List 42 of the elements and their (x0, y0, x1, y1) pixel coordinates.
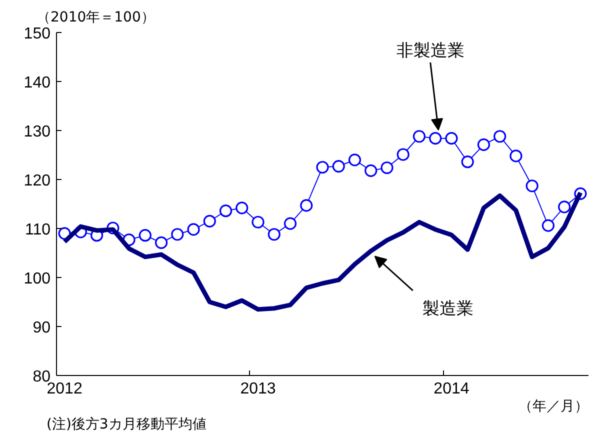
point (219, 204, 232, 218)
x-tick-label: 2014 (434, 380, 470, 398)
y-axis-title: （2010年＝100） (36, 10, 155, 26)
point (203, 214, 216, 228)
point (316, 160, 329, 174)
point (284, 217, 297, 230)
y-tick-label: 100 (24, 270, 51, 288)
text: (注)後方3カ月移動平均値 (46, 416, 206, 432)
y-tick-label: 90 (32, 320, 51, 336)
y-tick-label: 120 (24, 172, 51, 190)
x-tick-label: 2013 (240, 380, 276, 398)
x-tick-label: 2012 (46, 380, 82, 398)
point (412, 130, 426, 143)
point (348, 154, 362, 166)
point (187, 223, 200, 236)
point (396, 148, 410, 161)
point (526, 180, 538, 192)
point (510, 150, 522, 162)
point (252, 216, 264, 228)
point (154, 236, 168, 249)
point (461, 156, 474, 168)
point (380, 161, 394, 174)
point (477, 138, 490, 151)
point (429, 132, 442, 145)
point (494, 130, 506, 143)
point (542, 219, 554, 232)
point (138, 229, 152, 242)
point (236, 202, 248, 214)
point (558, 200, 571, 214)
point (445, 132, 458, 145)
point (364, 164, 378, 177)
x-axis-title: （年／月） (518, 398, 588, 414)
y-tick-label: 150 (24, 26, 51, 42)
point (268, 228, 280, 241)
y-tick-label: 130 (24, 124, 51, 140)
text: 非製造業 (396, 41, 464, 62)
text: 製造業 (422, 299, 474, 320)
point (332, 160, 345, 173)
point (300, 199, 313, 212)
point (171, 228, 184, 241)
y-tick-label: 140 (24, 74, 51, 92)
y-tick-label: 110 (24, 222, 51, 238)
